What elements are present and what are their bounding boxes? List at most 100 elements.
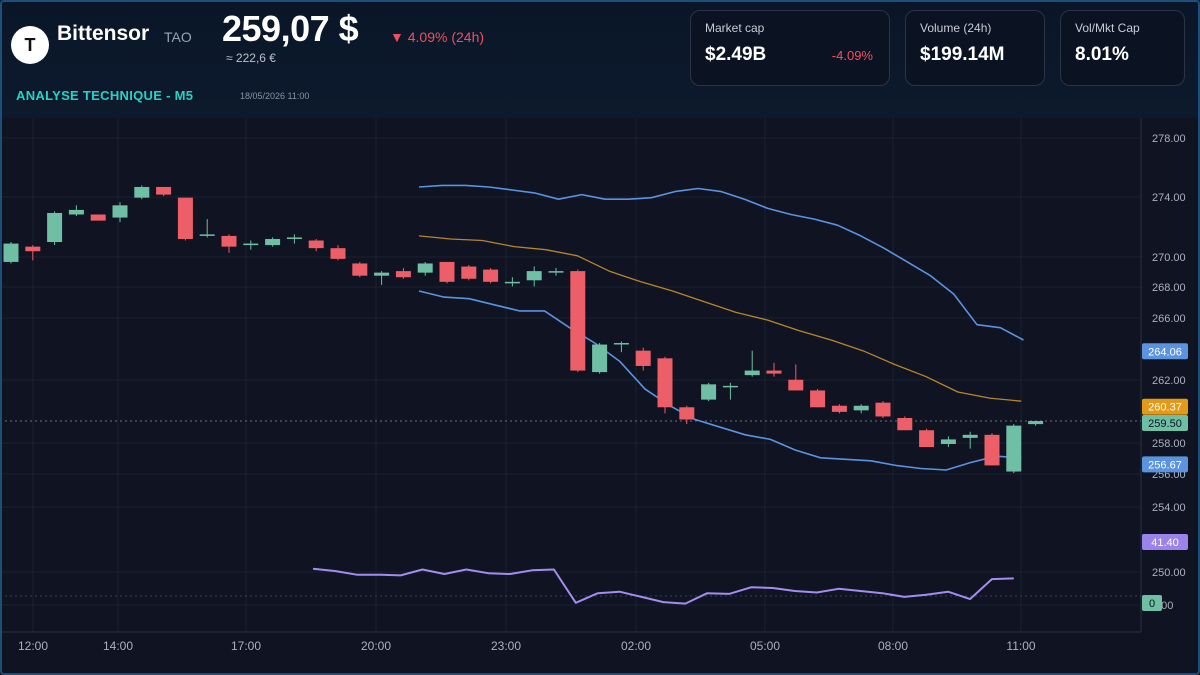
candle [984,434,1000,466]
candle [47,212,63,243]
candle [112,205,128,218]
market-cap-value: $2.49B [705,44,767,65]
candle [68,209,84,215]
candle [657,358,673,408]
vol-mkt-cap-label: Vol/Mkt Cap [1075,21,1140,35]
x-tick-label: 02:00 [621,639,651,653]
price-change-24h: ▼ 4.09% (24h) [390,29,485,45]
market-cap-card: Market cap $2.49B -4.09% [690,10,890,86]
candle [199,234,215,236]
candle [417,263,433,273]
y-tick-label: 278.00 [1152,133,1186,145]
bollinger-lower-line [418,290,1022,471]
candle [286,237,302,239]
chart-area[interactable]: 278.00 274.00 270.00 268.00 266.00 262.00 258.… [0,118,1200,675]
candle [810,390,826,408]
candle [919,430,935,448]
candle [177,197,193,239]
candle [897,417,913,431]
market-cap-label: Market cap [705,21,765,35]
candle [1006,425,1022,472]
y-tick-label: 268.00 [1152,282,1186,294]
candle [962,434,978,438]
candle [308,240,324,249]
bollinger-lower-tag-text: 256.67 [1148,459,1182,471]
header-bar: T Bittensor TAO 259,07 $ ▼ 4.09% (24h) ≈… [0,0,1200,118]
candle [439,261,455,282]
candle [722,385,738,388]
candle [1028,421,1044,425]
candle [25,246,41,252]
volume-card: Volume (24h) $199.14M [905,10,1045,86]
x-tick-label: 14:00 [103,639,133,653]
candle [461,266,477,279]
current-price: 259,07 $ [222,8,359,49]
section-title: ANALYSE TECHNIQUE - M5 [16,88,194,103]
coin-ticker: TAO [164,29,192,45]
price-eur: ≈ 222,6 € [226,51,276,65]
timestamp: 18/05/2026 11:00 [240,91,310,101]
market-cap-delta: -4.09% [831,48,873,63]
candle [265,238,281,246]
y-tick-label: 258.00 [1152,438,1186,450]
volume-value: $199.14M [920,44,1005,65]
candle [3,243,19,262]
y-tick-label: 266.00 [1152,313,1186,325]
candle [374,272,390,276]
candle [875,402,891,417]
candle [395,271,411,278]
candle [592,344,608,373]
candle [679,407,695,420]
y-tick-label: 274.00 [1152,192,1186,204]
x-tick-label: 17:00 [231,639,261,653]
coin-name: Bittensor [57,22,150,45]
candle [853,405,869,411]
candle [940,439,956,444]
candle [330,248,346,259]
rsi-zero-tag-text: 0 [1149,598,1155,610]
x-tick-label: 08:00 [878,639,908,653]
coin-logo: T [11,26,49,64]
candle [483,269,499,282]
candle [548,271,564,273]
candle [766,370,782,374]
candle [526,271,542,281]
rsi-tag [1142,534,1188,550]
candle [221,235,237,247]
price-tag [1142,415,1188,432]
y-tick-label: 270.00 [1152,252,1186,264]
rsi-zero-tag [1142,595,1162,611]
sma-tag-text: 260.37 [1148,402,1182,414]
y-tick-label: 254.00 [1152,502,1186,514]
candle [831,405,847,412]
candle [504,281,520,284]
candle [570,271,586,371]
bollinger-lower-tag [1142,456,1188,473]
vol-mkt-cap-value: 8.01% [1075,44,1129,65]
rsi-line [312,567,1014,605]
candle [613,343,629,345]
vol-mkt-cap-card: Vol/Mkt Cap 8.01% [1060,10,1185,86]
x-tick-label: 05:00 [750,639,780,653]
bollinger-upper-line [418,184,1024,341]
candle [352,263,368,276]
bollinger-upper-tag-text: 264.06 [1148,346,1182,358]
x-tick-label: 12:00 [18,639,48,653]
x-tick-label: 20:00 [361,639,391,653]
candle [744,370,760,376]
candle [134,186,150,198]
price-chart[interactable]: 278.00 274.00 270.00 268.00 266.00 262.00 258.… [0,118,1200,675]
price-tag-text: 259.50 [1148,418,1182,430]
y-tick-label: 262.00 [1152,375,1186,387]
sma-tag [1142,398,1188,415]
candle [156,186,172,195]
bollinger-upper-tag [1142,343,1188,360]
candle [635,350,651,366]
candle [788,379,804,391]
y-tick-label: 250.00 [1152,567,1186,579]
rsi-tag-text: 41.40 [1151,537,1179,549]
x-tick-label: 23:00 [491,639,521,653]
sma-line [418,235,1022,402]
volume-label: Volume (24h) [920,21,992,35]
candle [90,214,106,221]
